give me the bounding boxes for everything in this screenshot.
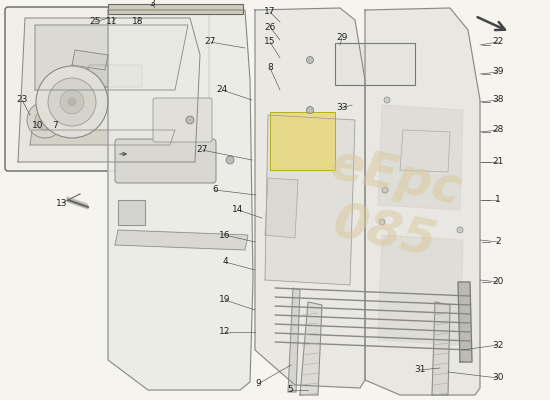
FancyBboxPatch shape	[5, 7, 209, 171]
Text: 31: 31	[414, 366, 426, 374]
Circle shape	[186, 116, 194, 124]
Polygon shape	[115, 230, 248, 250]
FancyBboxPatch shape	[88, 65, 142, 87]
Polygon shape	[432, 302, 450, 395]
Text: 27: 27	[196, 146, 208, 154]
Bar	[335, 43, 415, 85]
Bar	[108, 4, 243, 14]
Text: 24: 24	[216, 86, 228, 94]
Text: 10: 10	[32, 120, 44, 130]
Circle shape	[306, 106, 313, 114]
Text: 1: 1	[495, 196, 501, 204]
Text: 3: 3	[149, 0, 155, 8]
Circle shape	[36, 66, 108, 138]
Text: 2: 2	[495, 238, 501, 246]
Text: 8: 8	[267, 64, 273, 72]
Polygon shape	[378, 235, 463, 345]
Polygon shape	[35, 25, 188, 90]
Polygon shape	[365, 8, 480, 395]
Text: 30: 30	[492, 374, 504, 382]
Polygon shape	[255, 8, 365, 388]
Text: 38: 38	[492, 96, 504, 104]
Circle shape	[457, 227, 463, 233]
Circle shape	[382, 187, 388, 193]
Text: 5: 5	[287, 386, 293, 394]
Circle shape	[379, 219, 385, 225]
Circle shape	[27, 102, 63, 138]
Polygon shape	[458, 282, 472, 362]
Circle shape	[226, 156, 234, 164]
Text: 23: 23	[16, 96, 28, 104]
Circle shape	[306, 56, 313, 64]
Text: 18: 18	[132, 18, 144, 26]
Polygon shape	[288, 288, 300, 392]
Text: 20: 20	[492, 278, 504, 286]
Polygon shape	[108, 10, 253, 390]
Text: 14: 14	[232, 206, 244, 214]
Text: 15: 15	[264, 38, 276, 46]
Text: eEpc
085: eEpc 085	[314, 140, 466, 270]
Text: 28: 28	[492, 126, 504, 134]
Text: 29: 29	[336, 34, 348, 42]
Polygon shape	[265, 178, 298, 238]
Text: 7: 7	[52, 120, 58, 130]
Bar	[270, 112, 335, 170]
Bar	[130, 148, 158, 160]
Text: 22: 22	[492, 38, 504, 46]
FancyBboxPatch shape	[153, 98, 212, 142]
Polygon shape	[118, 200, 145, 225]
Polygon shape	[72, 50, 108, 70]
Polygon shape	[400, 130, 450, 172]
Text: 6: 6	[212, 186, 218, 194]
Text: 27: 27	[204, 38, 216, 46]
Text: 11: 11	[106, 18, 118, 26]
Polygon shape	[18, 18, 200, 162]
Circle shape	[48, 78, 96, 126]
Text: 17: 17	[264, 8, 276, 16]
FancyBboxPatch shape	[115, 139, 216, 183]
Polygon shape	[378, 105, 463, 210]
Text: 25: 25	[89, 18, 101, 26]
Text: 4: 4	[222, 258, 228, 266]
Polygon shape	[265, 115, 355, 285]
Polygon shape	[67, 197, 88, 209]
Text: 16: 16	[219, 230, 231, 240]
Circle shape	[35, 110, 55, 130]
Text: 39: 39	[492, 68, 504, 76]
Text: 12: 12	[219, 328, 230, 336]
Text: 13: 13	[56, 198, 68, 208]
Text: 21: 21	[492, 158, 504, 166]
Text: 32: 32	[492, 340, 504, 350]
Text: 26: 26	[265, 22, 276, 32]
Text: 9: 9	[255, 380, 261, 388]
Polygon shape	[300, 302, 322, 395]
Circle shape	[60, 90, 84, 114]
Circle shape	[68, 98, 76, 106]
Text: 19: 19	[219, 296, 231, 304]
Circle shape	[384, 97, 390, 103]
Text: 33: 33	[336, 104, 348, 112]
Polygon shape	[30, 130, 175, 145]
